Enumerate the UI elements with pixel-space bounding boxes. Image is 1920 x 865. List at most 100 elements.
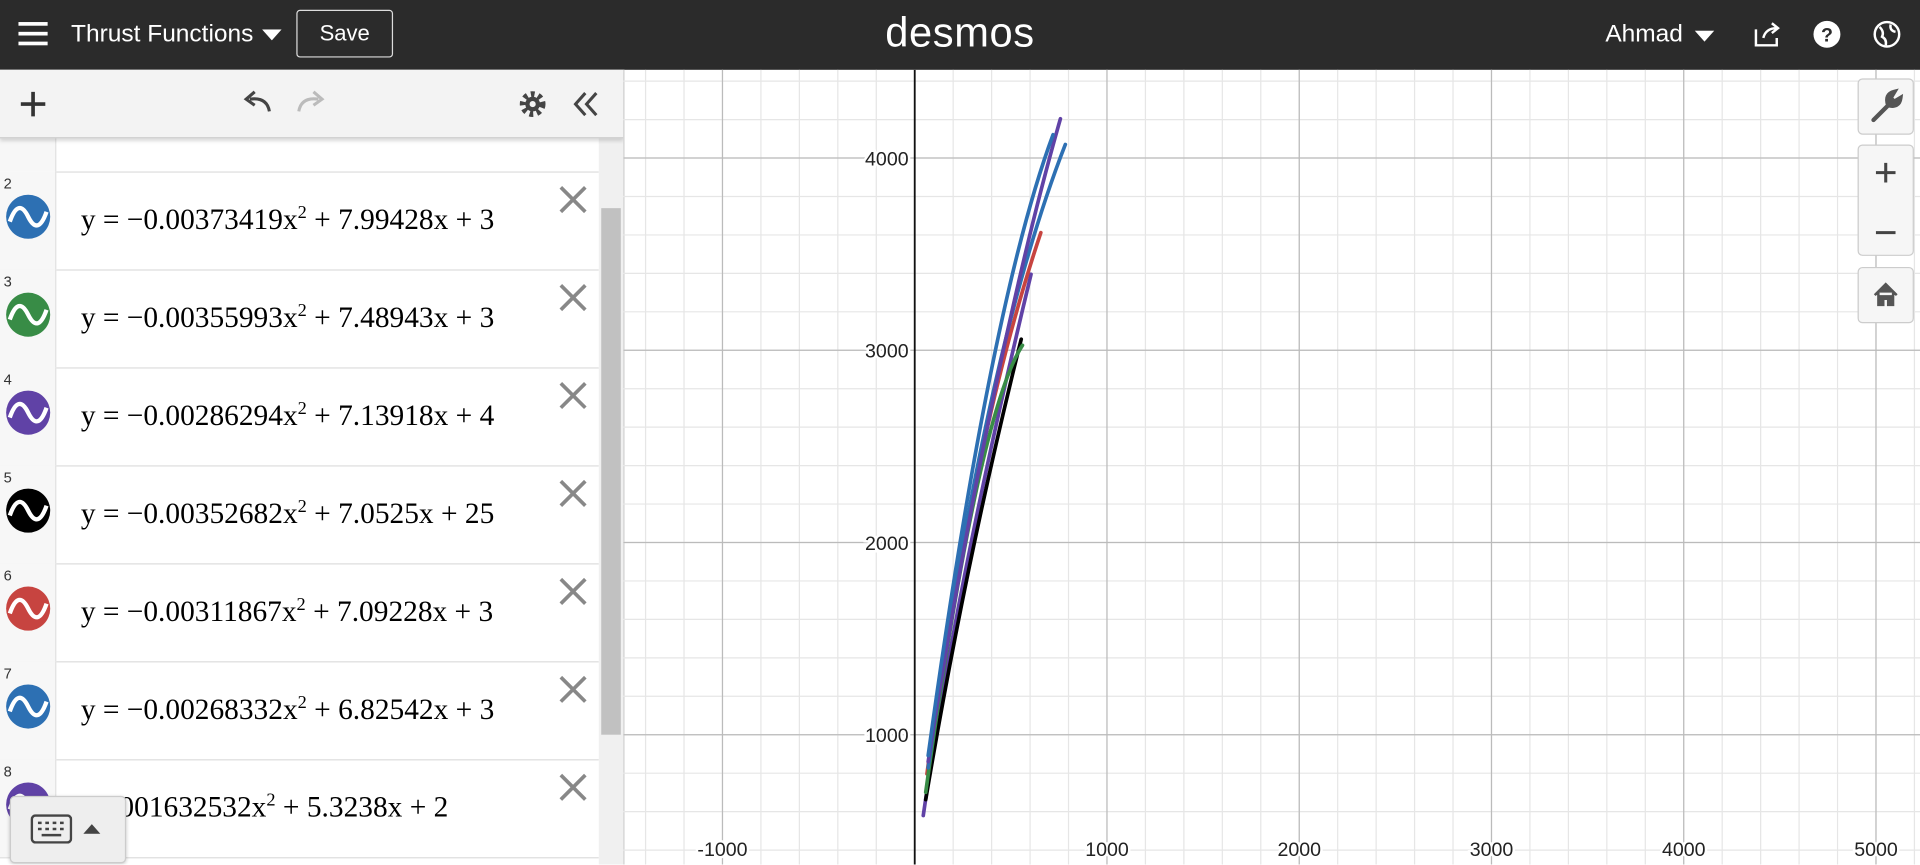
expression-text: + 7.09228x + 3 [305, 596, 494, 629]
delete-button[interactable] [557, 478, 589, 510]
keyboard-button[interactable] [9, 795, 127, 864]
zoom-controls [1857, 144, 1914, 256]
expression-exponent: 2 [297, 203, 307, 223]
icon-wave [7, 206, 49, 228]
logo: desmos [885, 9, 1035, 57]
expression-toolbar [0, 69, 624, 139]
expression-latex[interactable]: y = −0.00311867x2 + 7.09228x + 3 [81, 595, 539, 629]
top-bar: Thrust Functions Save desmos Ahmad ? [0, 0, 1920, 70]
color-icon[interactable] [4, 290, 53, 339]
gutter: 4 [0, 367, 57, 466]
expression-text: + 5.3238x + 2 [275, 792, 449, 825]
x-tick-label: 1000 [1085, 839, 1129, 861]
delete-button[interactable] [557, 771, 589, 803]
color-icon[interactable] [4, 584, 53, 633]
undo-button[interactable] [240, 89, 274, 116]
graph-paper[interactable]: -1000 1000 2000 3000 4000 5000 1000 2000 3000 400… [623, 69, 1920, 865]
user-menu[interactable]: Ahmad [1605, 20, 1683, 48]
x-tick-label: 3000 [1470, 839, 1514, 861]
delete-icon [559, 284, 587, 312]
expression-row[interactable]: 6 y = −0.00311867x2 + 7.09228x + 3 [0, 563, 599, 663]
settings-button[interactable] [519, 91, 546, 118]
delete-button[interactable] [557, 282, 589, 314]
expression-latex[interactable]: y = −0.00268332x2 + 6.82542x + 3 [81, 693, 539, 727]
delete-icon [559, 186, 587, 214]
delete-icon [559, 773, 587, 801]
collapse-button[interactable] [573, 91, 600, 118]
expression-text: y = −0.00352682x [80, 498, 298, 531]
expression-text: y = −0.00286294x [80, 400, 298, 433]
icon-wave [7, 303, 49, 326]
zoom-out-button[interactable] [1859, 206, 1913, 260]
expression-text: y = −0.00311867x [80, 596, 297, 629]
expression-latex[interactable]: −0.001632532x2 + 5.3238x + 2 [81, 791, 539, 825]
delete-button[interactable] [557, 380, 589, 412]
curves [921, 116, 1068, 818]
gutter: 7 [0, 661, 57, 760]
expression-number: 4 [3, 371, 12, 389]
expression-exponent: 2 [266, 791, 276, 811]
expression-row[interactable]: 4 y = −0.00286294x2 + 7.13918x + 4 [0, 367, 599, 467]
share-button[interactable] [1752, 20, 1781, 49]
home-icon [1873, 282, 1898, 307]
delete-button[interactable] [557, 673, 589, 705]
keyboard-icon [30, 814, 73, 844]
expression-row[interactable]: 5 y = −0.00352682x2 + 7.0525x + 25 [0, 465, 599, 565]
save-button[interactable]: Save [296, 9, 394, 58]
expression-latex[interactable]: y = −0.00373419x2 + 7.99428x + 3 [81, 203, 539, 237]
graph-settings-button[interactable] [1857, 78, 1914, 135]
gutter: 2 [0, 171, 57, 270]
title-dropdown[interactable] [262, 29, 282, 41]
x-tick-label: -1000 [697, 839, 747, 861]
scroll-thumb[interactable] [601, 208, 621, 735]
x-tick-label: 5000 [1854, 839, 1898, 861]
expression-row[interactable]: 7 y = −0.00268332x2 + 6.82542x + 3 [0, 661, 599, 761]
user-dropdown[interactable] [1694, 30, 1715, 42]
color-icon[interactable] [4, 486, 53, 535]
expression-row[interactable]: 3 y = −0.00355993x2 + 7.48943x + 3 [0, 269, 599, 369]
color-icon[interactable] [4, 192, 53, 241]
grid [623, 69, 1920, 865]
add-button[interactable] [20, 91, 47, 118]
delete-icon [559, 479, 587, 508]
expression-text: y = −0.00355993x [80, 302, 298, 335]
expression-number: 5 [3, 468, 12, 487]
svg-text:?: ? [1821, 25, 1833, 47]
expression-latex[interactable]: y = −0.00355993x2 + 7.48943x + 3 [81, 301, 539, 335]
expression-exponent: 2 [296, 595, 306, 615]
color-icon[interactable] [4, 682, 53, 731]
expression-text: + 7.13918x + 4 [306, 400, 495, 433]
expression-number: 2 [3, 175, 12, 193]
delete-button[interactable] [557, 184, 589, 216]
axis-labels: -1000 1000 2000 3000 4000 5000 1000 2000 3000 400… [695, 146, 1900, 863]
zoom-in-button[interactable] [1859, 146, 1913, 200]
icon-wave [7, 499, 49, 522]
y-tick-label: 3000 [865, 341, 909, 363]
expression-exponent: 2 [297, 399, 307, 419]
icon-wave [7, 695, 49, 718]
expression-latex[interactable]: y = −0.00286294x2 + 7.13918x + 4 [81, 399, 539, 433]
language-button[interactable] [1872, 20, 1901, 49]
expression-text: + 6.82542x + 3 [306, 694, 495, 727]
expression-text: y = −0.00268332x [80, 694, 298, 727]
help-button[interactable]: ? [1812, 20, 1841, 49]
redo-button[interactable] [294, 89, 328, 116]
expression-text: y = −0.00373419x [80, 204, 298, 237]
home-button[interactable] [1857, 266, 1914, 324]
menu-button[interactable] [18, 22, 48, 46]
gutter: 6 [0, 563, 57, 662]
expression-exponent: 2 [297, 301, 307, 321]
graph-title[interactable]: Thrust Functions [71, 20, 254, 48]
expression-exponent: 2 [297, 497, 307, 517]
icon-wave [7, 401, 49, 424]
x-tick-label: 4000 [1662, 839, 1706, 861]
color-icon[interactable] [4, 388, 53, 437]
expression-latex[interactable]: y = −0.00352682x2 + 7.0525x + 25 [81, 497, 539, 531]
expression-text: + 7.99428x + 3 [306, 204, 495, 237]
x-tick-label: 2000 [1277, 839, 1321, 861]
delete-button[interactable] [557, 576, 589, 608]
expression-number: 7 [3, 664, 12, 683]
delete-icon [559, 381, 587, 410]
